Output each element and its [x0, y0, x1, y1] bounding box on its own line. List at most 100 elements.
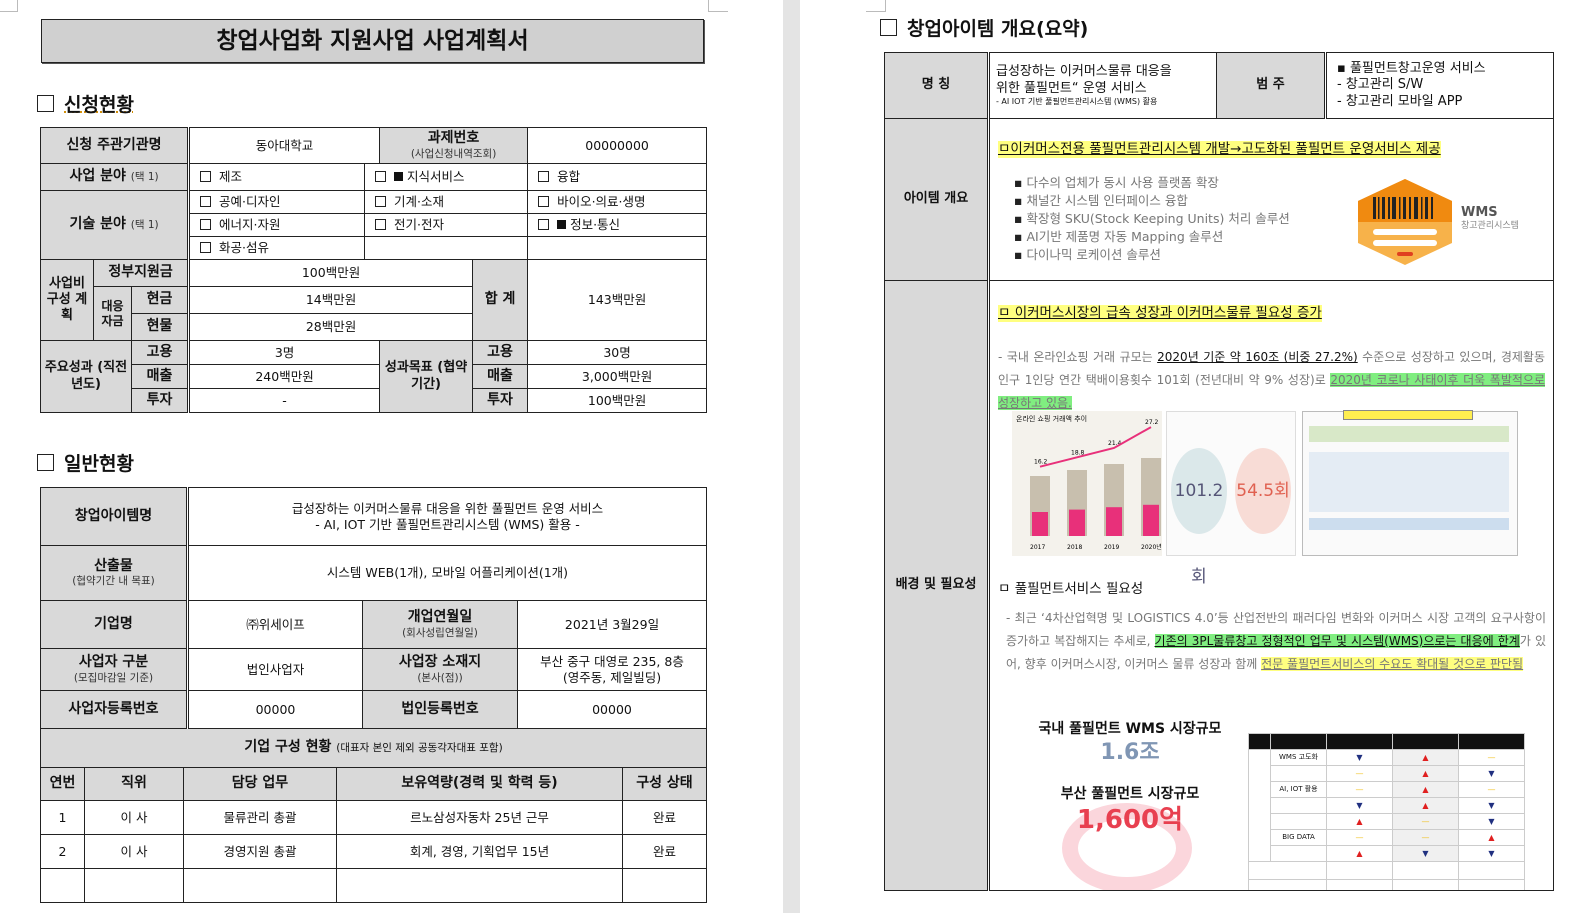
table-row: WMS 고도화 ▼ ▲ — [1248, 749, 1525, 862]
cell: ▲ [1458, 829, 1525, 846]
overview-bullets: 다수의 업체가 동시 사용 플랫폼 확장 채널간 시스템 인터페이스 융합 확장… [1014, 174, 1545, 264]
table-row: 1 이 사 물류관리 총괄 르노삼성자동차 25년 근무 완료 [40, 800, 707, 835]
cell: ▼ [1392, 845, 1459, 862]
cell: — [1326, 781, 1393, 798]
cell: 회계, 경영, 기획업무 15년 [336, 834, 623, 869]
checkbox-icon [375, 171, 387, 183]
table-row: ▼ ▲ ▼ [1249, 797, 1525, 814]
tech-field-option[interactable]: 정보·통신 [527, 213, 708, 237]
cell: ▲ [1392, 797, 1459, 814]
task-value: 00000000 [527, 127, 708, 164]
sales-label: 매출 [472, 364, 529, 389]
cell [1270, 813, 1327, 830]
data-label: 18.8 [1071, 449, 1085, 456]
page-corner-mark [866, 0, 886, 12]
cell [1270, 797, 1327, 814]
cell: — [1458, 781, 1525, 798]
cell: ▼ [1326, 797, 1393, 814]
overview-label: 아이템 개요 [884, 118, 990, 281]
checkbox-icon [200, 242, 212, 254]
cell: 1 [40, 800, 85, 835]
target-label: 성과목표 (협약기간) [379, 340, 474, 413]
checkbox-icon [200, 171, 212, 183]
invest-label: 투자 [472, 388, 529, 413]
item-label: 창업아이템명 [40, 487, 189, 546]
tech-field-option[interactable]: 화공·섬유 [188, 236, 366, 260]
list-item: 확장형 SKU(Stock Keeping Units) 처리 솔루션 [1014, 210, 1545, 228]
checkbox-icon [375, 219, 387, 231]
tech-field-option[interactable]: 바이오·의료·생명 [527, 190, 708, 214]
checkbox-icon [37, 454, 54, 471]
tick-label: 2019 [1104, 544, 1119, 551]
cash-value: 14백만원 [188, 286, 474, 314]
tick-label: 2018 [1067, 544, 1082, 551]
cell: WMS 고도화 [1270, 749, 1327, 766]
perf-sales: 240백만원 [188, 364, 381, 389]
cell: 2 [40, 834, 85, 869]
checkbox-icon [538, 171, 550, 183]
tech-field-option[interactable]: 공예·디자인 [188, 190, 366, 214]
cell: 완료 [622, 834, 707, 869]
checkbox-icon [538, 196, 550, 208]
category-value: ▪ 풀필먼트창고운영 서비스 - 창고관리 S/W - 창고관리 모바일 APP [1325, 52, 1554, 119]
document-title: 창업사업화 지원사업 사업계획서 [41, 19, 704, 63]
location-label: 사업장 소재지 (본사(점)) [362, 648, 518, 691]
checkbox-icon [200, 219, 212, 231]
checked-square-icon [557, 220, 567, 230]
org-label: 신청 주관기관명 [39, 127, 191, 164]
bar [1143, 504, 1159, 536]
cell: — [1458, 749, 1525, 766]
table-row: BIG DATA — — ▲ [1249, 829, 1525, 846]
biz-field-option[interactable]: 지식서비스 [364, 163, 529, 191]
data-label: 21.4 [1108, 440, 1122, 447]
list-item: AI기반 제품명 자동 Mapping 솔루션 [1014, 228, 1545, 246]
budget-label: 사업비 구성 계획 [40, 259, 94, 341]
checked-square-icon [394, 172, 404, 182]
bg-paragraph-1: - 국내 온라인쇼핑 거래 규모는 2020년 기준 약 160조 (비중 27… [998, 350, 1545, 411]
tech-field-option[interactable]: 기계·소재 [364, 190, 529, 214]
table-row: ▲ — ▼ [1249, 813, 1525, 830]
ecosystem-diagram-image [1302, 410, 1518, 556]
name-label: 명 칭 [884, 52, 990, 119]
total-value: 143백만원 [527, 259, 708, 341]
target-employ: 30명 [527, 340, 708, 365]
biz-field-option[interactable]: 융합 [527, 163, 708, 191]
cell: ▲ [1326, 845, 1393, 862]
tech-field-option[interactable]: 에너지·자원 [188, 213, 366, 237]
cell: ▼ [1458, 845, 1525, 862]
checkbox-icon [880, 19, 897, 36]
cell: — [1392, 813, 1459, 830]
name-value: 급성장하는 이커머스물류 대응을 위한 풀필먼트“ 운영 서비스 - AI IOT … [988, 52, 1217, 119]
table-row [40, 868, 707, 903]
application-table: 신청 주관기관명 동아대학교 과제번호 (사업신청내역조회) 00000000 사… [39, 127, 708, 413]
list-item: 다수의 업체가 동시 사용 플랫폼 확장 [1014, 174, 1545, 192]
table-row: AI, IOT 활용 — ▲ — [1249, 781, 1525, 798]
members-table: 연번 직위 담당 업무 보유역량(경력 및 학력 등) 구성 상태 1 이 사 … [40, 767, 707, 903]
biz-field-label: 사업 분야 (택 1) [39, 163, 191, 191]
cell: ▼ [1326, 749, 1393, 766]
section-heading-overview: 창업아이템 개요(요약) [880, 14, 1088, 41]
cell: — [1326, 765, 1393, 782]
biztype-label: 사업자 구분 (모집마감일 기준) [40, 648, 189, 691]
invest-label: 투자 [130, 388, 191, 413]
barcode-hexagon-icon [1358, 179, 1452, 265]
corpno-label: 법인등록번호 [362, 690, 518, 729]
item-value: 급성장하는 이커머스물류 대응을 위한 풀필먼트 운영 서비스 - AI, IOT… [187, 487, 707, 546]
founded-value: 2021년 3월29일 [517, 600, 707, 649]
bg-heading-2: ㅁ 풀필먼트서비스 필요성 [998, 581, 1144, 597]
tick-label: 2020년 [1141, 543, 1162, 551]
cell [1270, 765, 1327, 782]
page-corner-mark [0, 0, 18, 12]
tick-label: 2017 [1030, 544, 1045, 551]
bizno-label: 사업자등록번호 [40, 690, 189, 729]
perf-invest: - [188, 388, 381, 413]
employ-label: 고용 [472, 340, 529, 365]
list-item: 다이나믹 로케이션 솔루션 [1014, 246, 1545, 264]
gov-label: 정부지원금 [92, 259, 191, 287]
cell [1270, 845, 1327, 862]
right-page: 창업아이템 개요(요약) 명 칭 급성장하는 이커머스물류 대응을 위한 풀필먼트… [800, 0, 1575, 913]
tech-field-option[interactable]: 전기·전자 [364, 213, 529, 237]
col-header: 연번 [40, 767, 85, 801]
cell: 완료 [622, 800, 707, 835]
biz-field-option[interactable]: 제조 [188, 163, 366, 191]
